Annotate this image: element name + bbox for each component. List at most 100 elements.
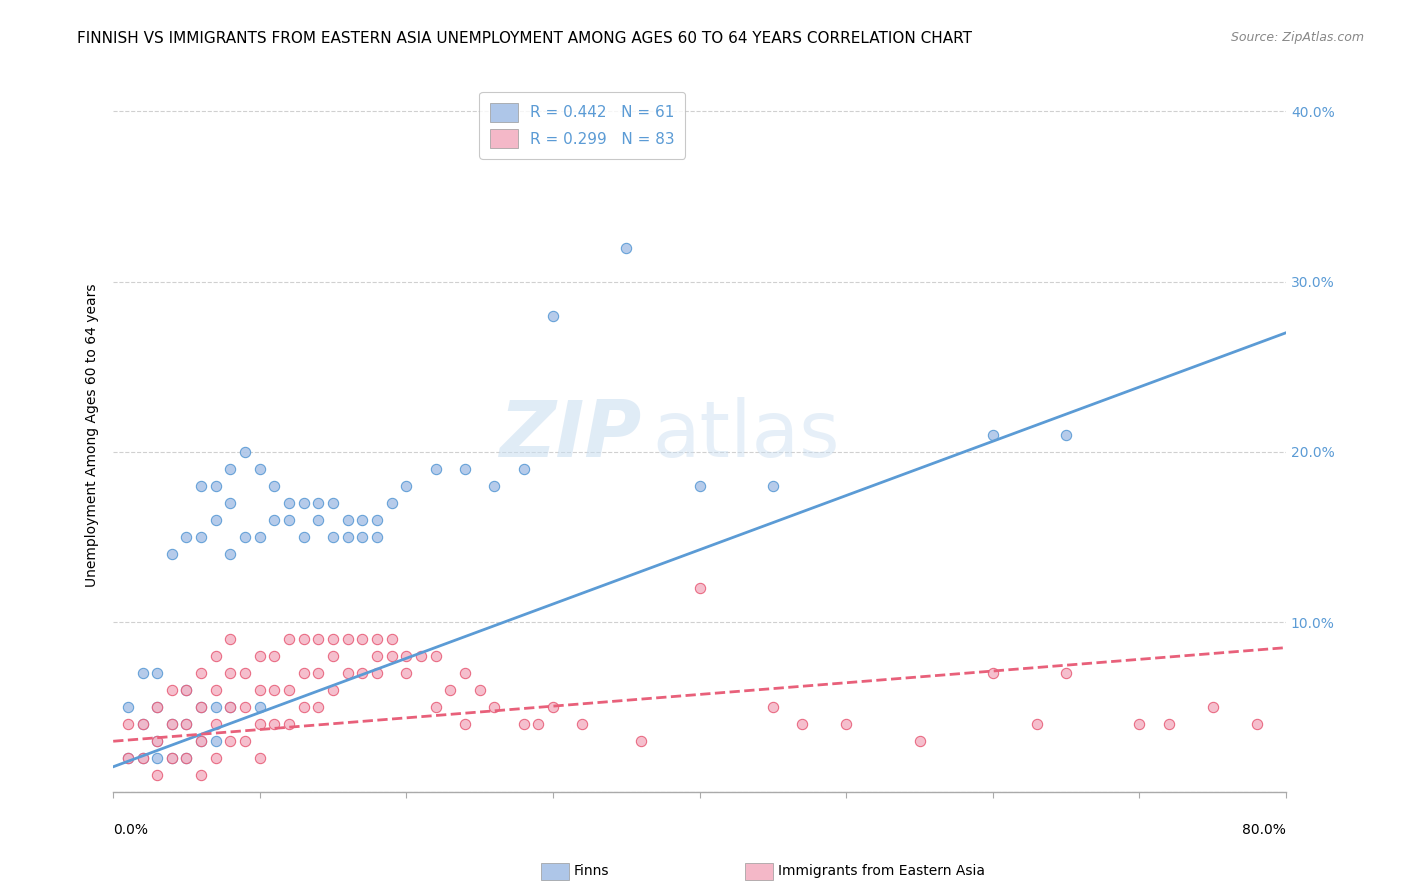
Point (278, 683, 301, 698)
Point (146, 700, 169, 714)
Point (233, 666, 256, 681)
Point (160, 751, 183, 765)
Point (336, 530, 359, 544)
Point (146, 751, 169, 765)
Point (176, 751, 198, 765)
Point (278, 513, 301, 527)
Point (263, 717, 285, 731)
Point (292, 530, 315, 544)
Point (219, 700, 242, 714)
Point (131, 666, 153, 681)
Point (233, 700, 256, 714)
Point (454, 462, 477, 476)
Point (131, 751, 153, 765)
Point (233, 530, 256, 544)
Point (292, 632, 315, 647)
Point (1025, 717, 1047, 731)
Point (131, 751, 153, 765)
Point (204, 700, 226, 714)
Point (146, 666, 169, 681)
Point (117, 700, 139, 714)
Text: Source: ZipAtlas.com: Source: ZipAtlas.com (1230, 31, 1364, 45)
Point (689, 581, 711, 595)
Point (366, 649, 388, 664)
Point (425, 462, 447, 476)
Point (352, 513, 374, 527)
Point (512, 462, 534, 476)
Point (278, 496, 301, 510)
Text: 80.0%: 80.0% (1241, 822, 1286, 837)
Point (322, 649, 344, 664)
Point (381, 496, 404, 510)
Point (190, 479, 212, 493)
Point (484, 700, 506, 714)
Point (307, 496, 329, 510)
Point (307, 666, 329, 681)
Point (160, 751, 183, 765)
Point (176, 683, 198, 698)
Point (366, 513, 388, 527)
Point (307, 700, 329, 714)
Point (292, 666, 315, 681)
Point (219, 462, 242, 476)
Point (278, 632, 301, 647)
Point (190, 666, 212, 681)
Point (219, 632, 242, 647)
Point (160, 683, 183, 698)
Point (190, 530, 212, 544)
Point (219, 700, 242, 714)
Point (263, 683, 285, 698)
Point (131, 717, 153, 731)
Point (689, 479, 711, 493)
Point (249, 462, 271, 476)
Point (204, 683, 226, 698)
Point (117, 751, 139, 765)
Point (425, 700, 447, 714)
Point (263, 649, 285, 664)
Point (322, 683, 344, 698)
Point (204, 717, 226, 731)
Point (131, 717, 153, 731)
Point (336, 632, 359, 647)
Point (292, 496, 315, 510)
Point (190, 734, 212, 748)
Point (336, 666, 359, 681)
Point (190, 700, 212, 714)
Point (322, 530, 344, 544)
Point (352, 666, 374, 681)
Point (1246, 717, 1268, 731)
Point (160, 717, 183, 731)
Point (233, 734, 256, 748)
Point (395, 479, 418, 493)
Y-axis label: Unemployment Among Ages 60 to 64 years: Unemployment Among Ages 60 to 64 years (86, 283, 100, 587)
Point (190, 700, 212, 714)
Point (219, 666, 242, 681)
Point (409, 649, 432, 664)
Point (190, 734, 212, 748)
Point (204, 734, 226, 748)
Point (322, 496, 344, 510)
Point (146, 768, 169, 782)
Point (630, 734, 652, 748)
Point (204, 513, 226, 527)
Point (160, 547, 183, 561)
Text: ZIP: ZIP (499, 397, 641, 473)
Point (454, 666, 477, 681)
Point (1054, 428, 1077, 442)
Point (219, 734, 242, 748)
Point (249, 683, 271, 698)
Point (176, 530, 198, 544)
Point (204, 649, 226, 664)
Point (336, 513, 359, 527)
Point (176, 717, 198, 731)
Point (249, 717, 271, 731)
Point (366, 632, 388, 647)
Point (981, 428, 1004, 442)
Point (454, 717, 477, 731)
Text: atlas: atlas (652, 397, 841, 473)
Point (1202, 700, 1225, 714)
Point (146, 734, 169, 748)
Point (249, 751, 271, 765)
Point (292, 700, 315, 714)
Point (381, 632, 404, 647)
